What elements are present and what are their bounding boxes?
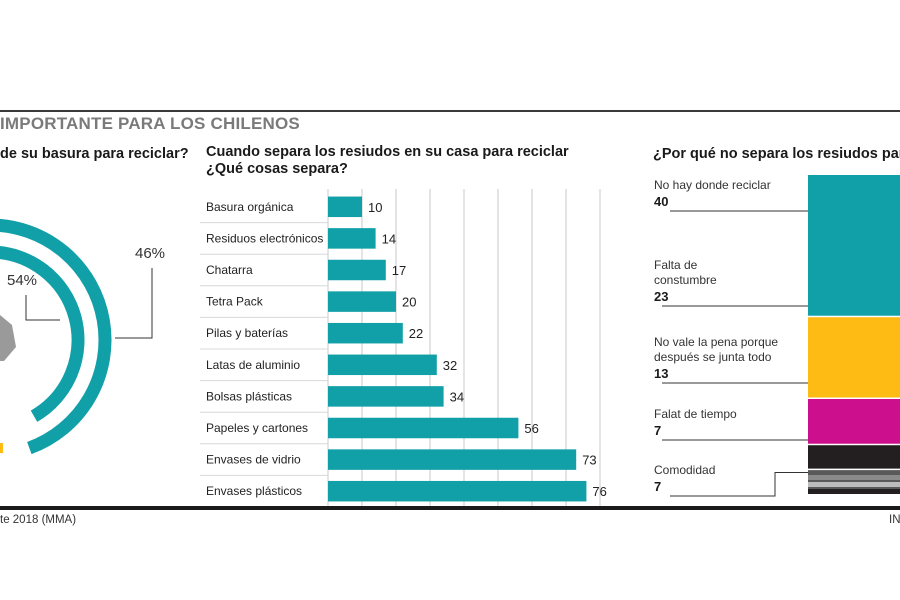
donut-label-2: 54% — [7, 272, 37, 289]
bar — [328, 480, 587, 502]
bar-value-label: 17 — [392, 263, 406, 278]
donut-ring-1 — [0, 218, 112, 455]
bar-value-label: 34 — [450, 389, 464, 404]
stacked-category-label: constumbre — [654, 273, 717, 287]
bar — [328, 228, 376, 249]
bar-value-label: 32 — [443, 358, 457, 373]
left-question: de su basura para reciclar? — [0, 146, 189, 162]
bar-category-label: Residuos electrónicos — [206, 231, 323, 245]
bar-category-label: Pilas y baterías — [206, 326, 288, 340]
top-divider — [0, 110, 900, 112]
middle-question-line1: Cuando separa los resiudos en su casa pa… — [206, 144, 569, 160]
bar — [328, 259, 386, 281]
reasons-stacked-chart: No hay donde reciclar 40 Falta deconstumbr… — [654, 175, 900, 497]
stacked-segment — [808, 399, 900, 444]
source-note: te 2018 (MMA) — [0, 514, 77, 526]
donut-label-1: 46% — [135, 245, 165, 262]
bottom-divider — [0, 506, 900, 510]
recycling-icon — [0, 315, 16, 361]
bar-value-label: 73 — [582, 453, 596, 468]
stacked-value-label: 7 — [654, 423, 661, 438]
donut-leader-line-1 — [115, 268, 153, 339]
bar — [328, 449, 577, 470]
bar-category-label: Envases de vidrio — [206, 453, 301, 467]
bar-category-label: Latas de aluminio — [206, 358, 300, 372]
donut-yellow-segment — [0, 443, 3, 454]
stacked-value-label: 13 — [654, 366, 668, 381]
stacked-value-label: 40 — [654, 194, 668, 209]
bar-category-label: Basura orgánica — [206, 200, 294, 214]
stacked-value-label: 7 — [654, 479, 661, 494]
bar-value-label: 22 — [409, 326, 423, 341]
bar — [328, 291, 396, 312]
bar — [328, 196, 362, 218]
bar-value-label: 56 — [524, 421, 538, 436]
stacked-category-label: después se junta todo — [654, 350, 772, 364]
right-question: ¿Por qué no separa los resiudos para r — [653, 146, 900, 162]
bar-category-label: Tetra Pack — [206, 295, 264, 309]
bar-value-label: 10 — [368, 200, 382, 215]
stacked-leader-line — [670, 472, 808, 497]
stacked-category-label: Falta de — [654, 258, 698, 272]
credit-note: IN — [889, 514, 900, 526]
stacked-segment — [808, 317, 900, 398]
bar-category-label: Envases plásticos — [206, 484, 302, 498]
recycled-items-bar-chart: Basura orgánica 10 Residuos electrónicos 14… — [200, 189, 607, 507]
bar-value-label: 20 — [402, 295, 416, 310]
donut-ring-2 — [0, 246, 85, 422]
stacked-subsegment — [808, 475, 900, 480]
donut-chart: 46% 54% — [0, 218, 165, 455]
stacked-category-label: Falat de tiempo — [654, 407, 737, 421]
bar — [328, 354, 437, 376]
stacked-segment — [808, 175, 900, 316]
stacked-category-label: No hay donde reciclar — [654, 178, 771, 192]
stacked-category-label: No vale la pena porque — [654, 335, 778, 349]
stacked-subsegment — [808, 482, 900, 487]
stacked-category-label: Comodidad — [654, 463, 715, 477]
bar — [328, 322, 403, 344]
bar — [328, 417, 519, 439]
donut-leader-line-2 — [25, 295, 60, 321]
middle-question-line2: ¿Qué cosas separa? — [206, 161, 348, 177]
bar-value-label: 14 — [382, 231, 396, 246]
stacked-value-label: 23 — [654, 289, 668, 304]
bar-category-label: Papeles y cartones — [206, 421, 308, 435]
bar-category-label: Bolsas plásticas — [206, 389, 292, 403]
bar — [328, 386, 444, 407]
stacked-subsegment — [808, 489, 900, 494]
bar-value-label: 76 — [592, 484, 606, 499]
page-headline: IMPORTANTE PARA LOS CHILENOS — [0, 114, 300, 133]
stacked-segment — [808, 445, 900, 469]
bar-category-label: Chatarra — [206, 263, 253, 277]
